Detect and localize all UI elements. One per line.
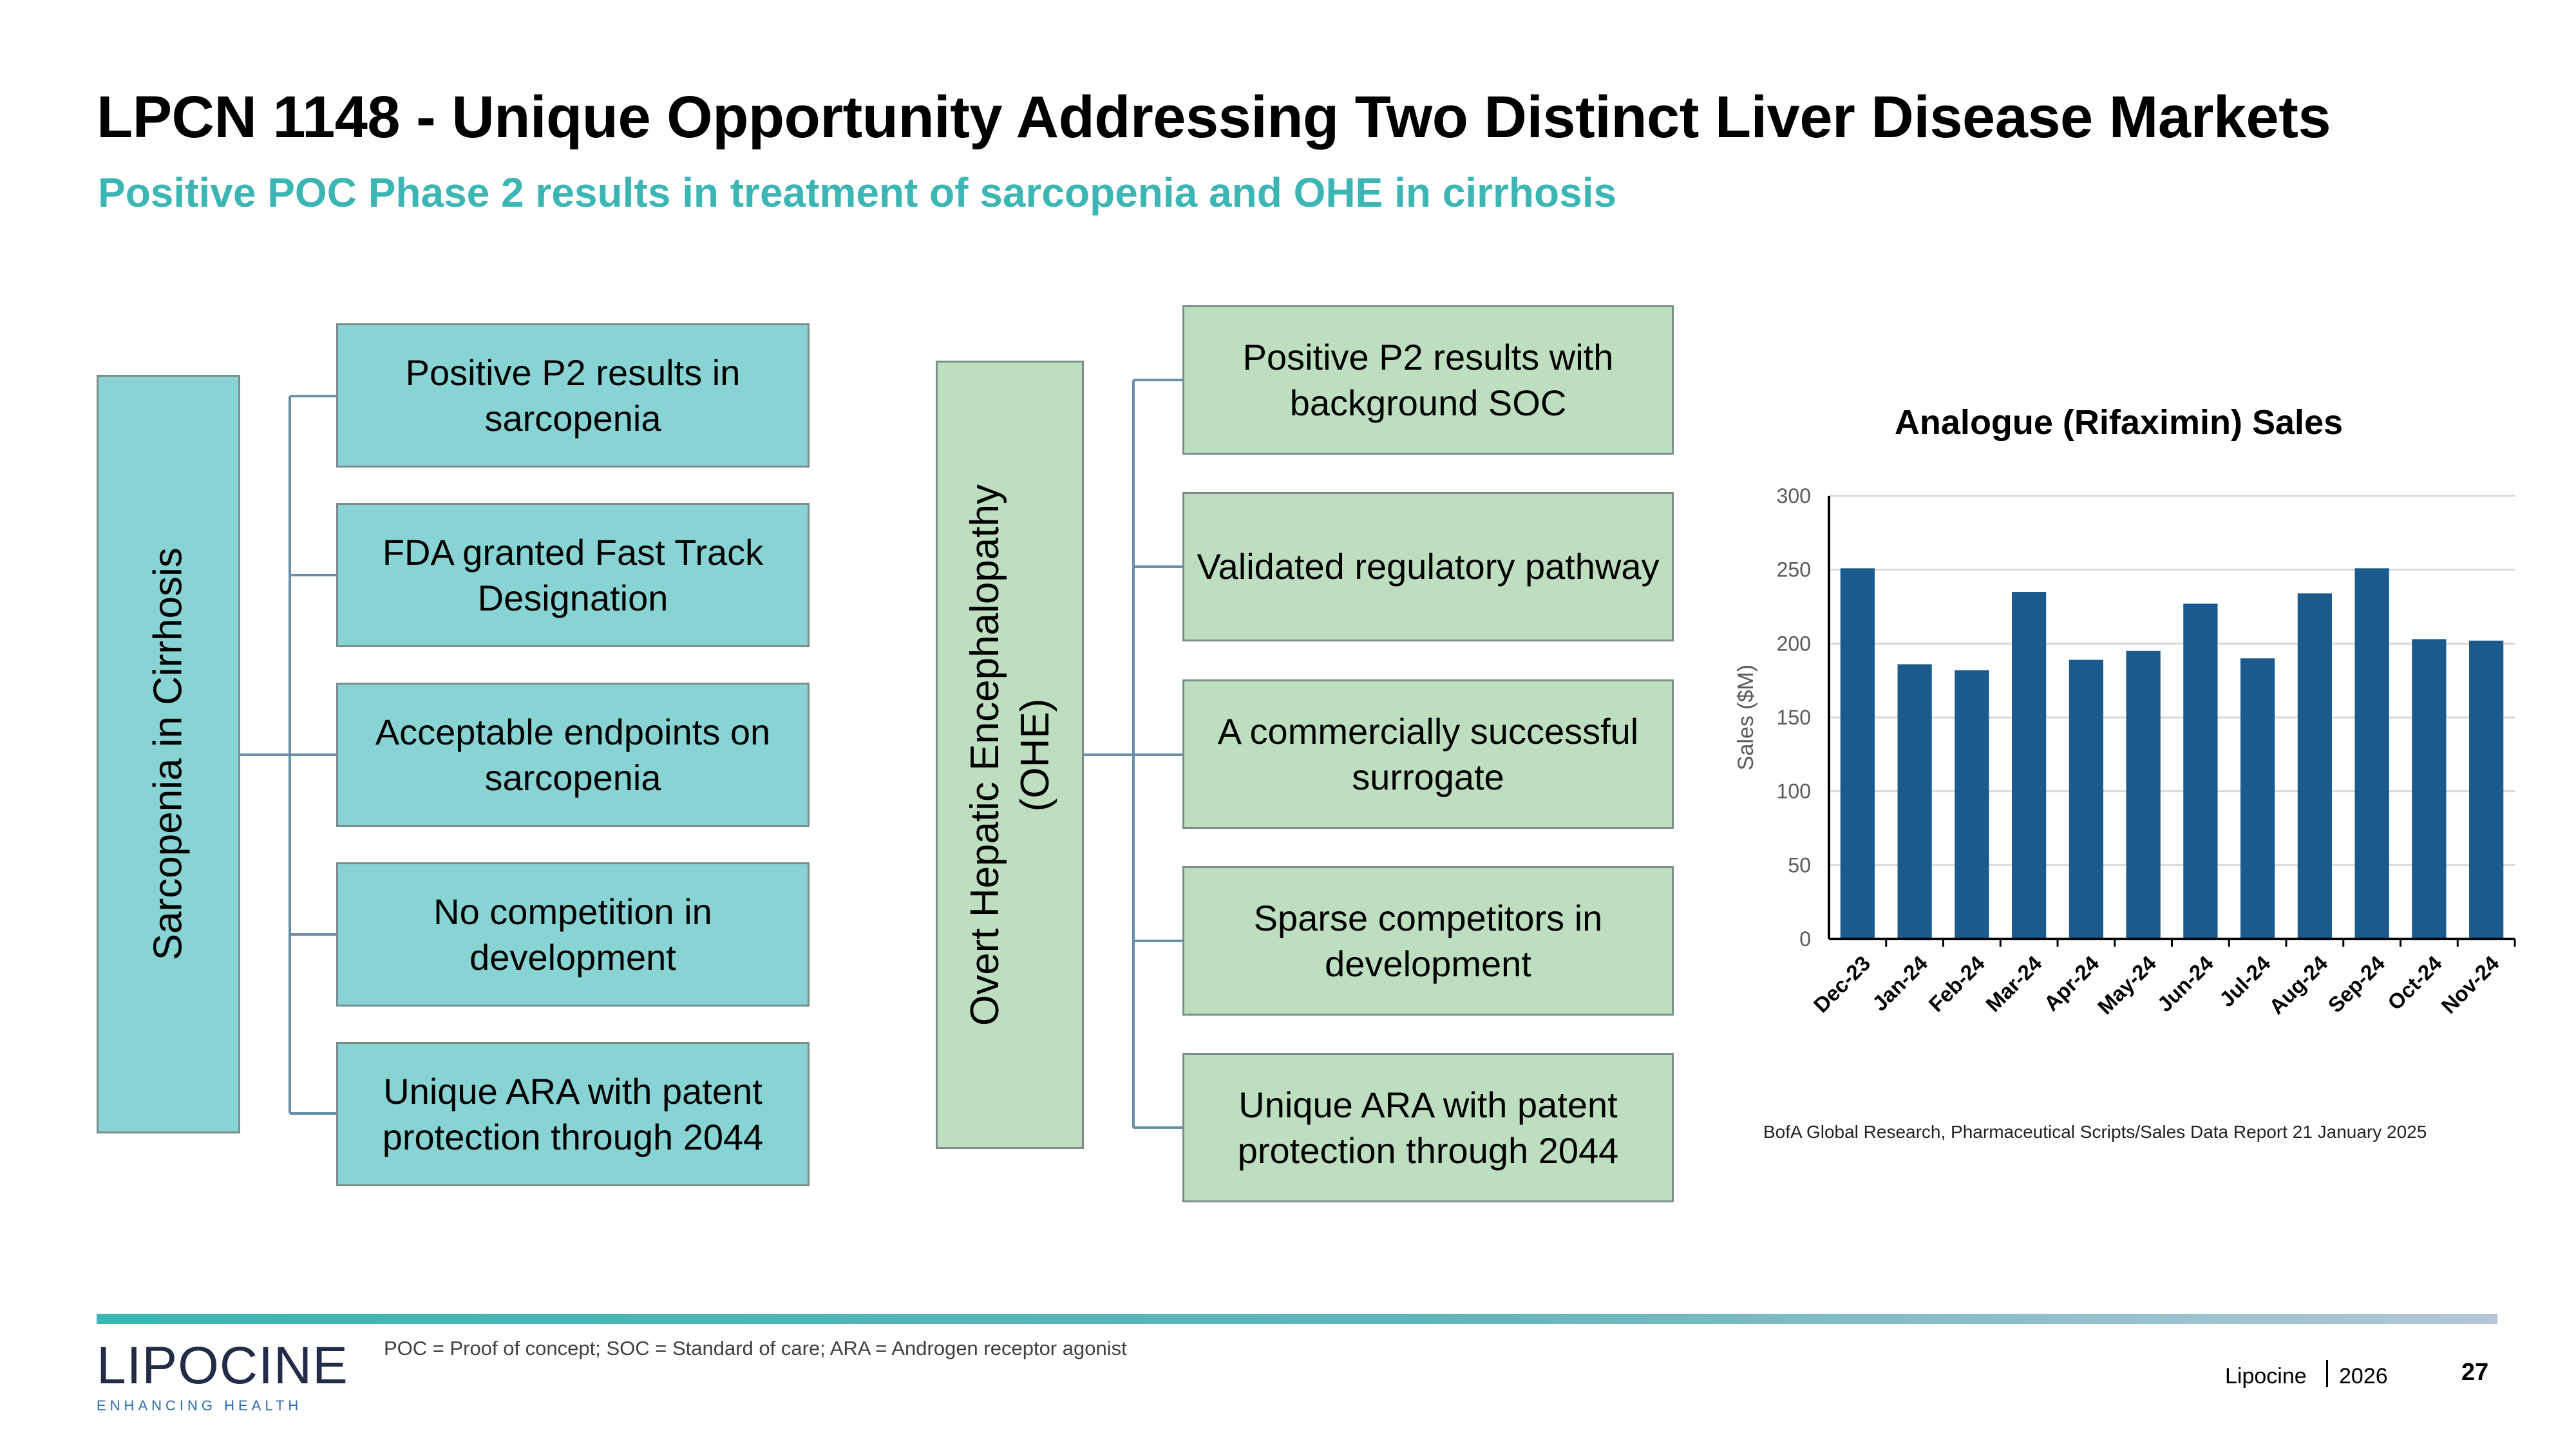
- footer-company: Lipocine: [2225, 1364, 2307, 1388]
- left-item-4: No competition in development: [336, 862, 810, 1007]
- y-tick-label: 0: [1799, 927, 1811, 951]
- x-tick-label: Apr-24: [2039, 951, 2104, 1016]
- footer-year: 2026: [2339, 1364, 2388, 1388]
- slide-title: LPCN 1148 - Unique Opportunity Addressin…: [97, 84, 2331, 150]
- right-item-2-label: Validated regulatory pathway: [1197, 546, 1660, 587]
- left-item-4-label: No competition in development: [433, 891, 712, 978]
- y-tick-label: 100: [1777, 780, 1811, 803]
- left-item-5: Unique ARA with patent protection throug…: [336, 1042, 810, 1186]
- bar: [2012, 592, 2047, 939]
- bar: [2297, 593, 2332, 939]
- logo-wordmark: LIPOCINE: [97, 1336, 348, 1395]
- footer-separator: [2326, 1360, 2328, 1387]
- bar: [2469, 640, 2504, 939]
- bar: [1840, 568, 1875, 939]
- ohe-root-line1: Overt Hepatic Encephalopathy: [962, 484, 1007, 1026]
- y-tick-label: 300: [1777, 484, 1811, 507]
- x-tick-label: Sep-24: [2323, 951, 2389, 1017]
- x-tick-label: Aug-24: [2264, 951, 2333, 1019]
- bar: [2183, 603, 2218, 939]
- x-tick-label: May-24: [2093, 951, 2161, 1019]
- left-item-3-label: Acceptable endpoints on sarcopenia: [375, 711, 771, 798]
- bar: [1897, 664, 1932, 939]
- ohe-root-label: Overt Hepatic Encephalopathy (OHE): [960, 484, 1060, 1026]
- bar: [2069, 659, 2103, 939]
- page-number: 27: [2461, 1359, 2489, 1386]
- bar: [2240, 658, 2275, 939]
- y-tick-label: 50: [1788, 853, 1811, 876]
- left-item-1-label: Positive P2 results in sarcopenia: [405, 352, 741, 439]
- ohe-root-box: Overt Hepatic Encephalopathy (OHE): [936, 361, 1084, 1149]
- left-item-1: Positive P2 results in sarcopenia: [336, 323, 810, 468]
- y-tick-label: 200: [1777, 632, 1811, 655]
- x-tick-label: Feb-24: [1924, 951, 1989, 1016]
- right-item-2: Validated regulatory pathway: [1182, 492, 1674, 641]
- right-item-3: A commercially successful surrogate: [1182, 679, 1674, 829]
- sarcopenia-root-label: Sarcopenia in Cirrhosis: [146, 547, 191, 961]
- bar: [2126, 650, 2161, 939]
- y-tick-label: 150: [1777, 706, 1811, 729]
- logo-tagline: ENHANCING HEALTH: [97, 1397, 303, 1414]
- x-tick-label: Jan-24: [1868, 951, 1933, 1016]
- x-tick-label: Jun-24: [2152, 951, 2218, 1016]
- x-tick-label: Nov-24: [2437, 951, 2504, 1018]
- slide-subtitle: Positive POC Phase 2 results in treatmen…: [98, 169, 1617, 216]
- bar: [2354, 568, 2389, 939]
- right-item-1: Positive P2 results with background SOC: [1182, 305, 1674, 455]
- left-item-3: Acceptable endpoints on sarcopenia: [336, 683, 810, 827]
- chart-title: Analogue (Rifaximin) Sales: [1894, 403, 2344, 442]
- right-item-4: Sparse competitors in development: [1182, 866, 1674, 1016]
- right-item-5: Unique ARA with patent protection throug…: [1182, 1053, 1674, 1202]
- chart-source-note: BofA Global Research, Pharmaceutical Scr…: [1763, 1122, 2427, 1142]
- x-tick-label: Mar-24: [1981, 951, 2047, 1016]
- sales-bar-chart: 0 50 100 150 200 250 300 Dec-23Jan-24Feb-24Mar-…: [1734, 484, 2516, 1019]
- y-tick-label: 250: [1777, 558, 1811, 582]
- ohe-root-line2: (OHE): [1012, 698, 1057, 811]
- right-item-3-label: A commercially successful surrogate: [1217, 710, 1639, 797]
- left-item-2: FDA granted Fast Track Designation: [336, 503, 810, 647]
- bar: [1955, 670, 1989, 939]
- right-item-1-label: Positive P2 results with background SOC: [1242, 336, 1614, 423]
- sarcopenia-root-box: Sarcopenia in Cirrhosis: [97, 375, 240, 1133]
- lipocine-logo: LIPOCINE ENHANCING HEALTH: [97, 1340, 348, 1414]
- y-axis-label: Sales ($M): [1734, 665, 1758, 770]
- abbreviations-footnote: POC = Proof of concept; SOC = Standard o…: [384, 1337, 1127, 1359]
- footer-accent-bar: [97, 1314, 2497, 1324]
- bar: [2412, 639, 2447, 939]
- left-item-2-label: FDA granted Fast Track Designation: [382, 531, 764, 618]
- x-tick-label: Oct-24: [2383, 951, 2447, 1014]
- x-tick-label: Dec-23: [1809, 951, 1875, 1018]
- right-item-5-label: Unique ARA with patent protection throug…: [1237, 1084, 1619, 1171]
- left-item-5-label: Unique ARA with patent protection throug…: [382, 1070, 764, 1157]
- right-item-4-label: Sparse competitors in development: [1253, 897, 1603, 984]
